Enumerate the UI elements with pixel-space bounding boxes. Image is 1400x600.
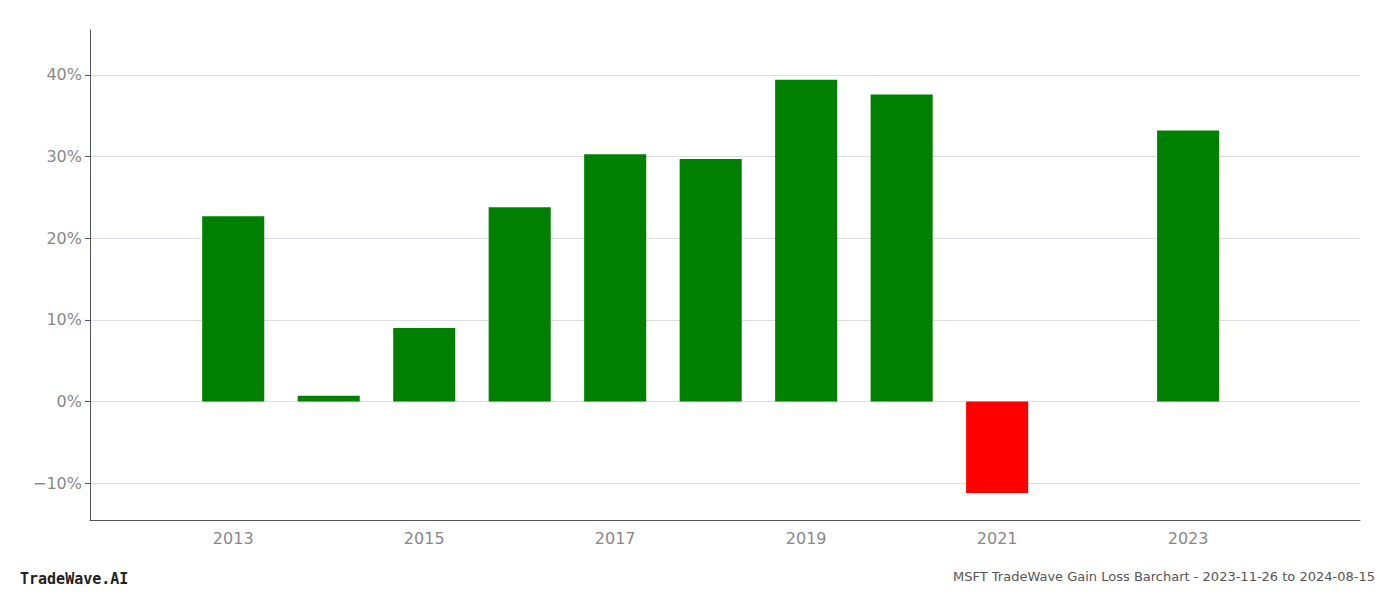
svg-text:2017: 2017	[595, 529, 636, 548]
svg-text:MSFT TradeWave Gain Loss Barch: MSFT TradeWave Gain Loss Barchart - 2023…	[953, 569, 1375, 584]
svg-text:−10%: −10%	[33, 474, 82, 493]
svg-text:2023: 2023	[1168, 529, 1209, 548]
svg-text:2019: 2019	[786, 529, 827, 548]
svg-text:20%: 20%	[46, 229, 82, 248]
svg-text:0%: 0%	[57, 392, 82, 411]
svg-text:2015: 2015	[404, 529, 445, 548]
svg-text:2021: 2021	[977, 529, 1018, 548]
svg-text:10%: 10%	[46, 310, 82, 329]
svg-text:TradeWave.AI: TradeWave.AI	[20, 570, 128, 588]
svg-text:40%: 40%	[46, 65, 82, 84]
svg-text:2013: 2013	[213, 529, 254, 548]
svg-text:30%: 30%	[46, 147, 82, 166]
